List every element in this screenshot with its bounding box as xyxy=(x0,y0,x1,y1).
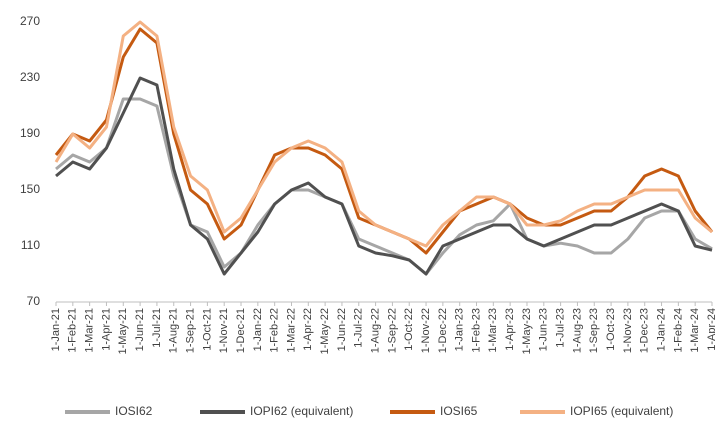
x-tick-label: 1-Dec-22 xyxy=(437,308,449,353)
x-tick-label: 1-Mar-22 xyxy=(285,308,297,353)
x-tick-label: 1-Jul-21 xyxy=(151,308,163,348)
x-tick-label: 1-Sep-22 xyxy=(386,308,398,353)
x-tick-label: 1-Feb-22 xyxy=(269,308,281,353)
x-tick-label: 1-Feb-24 xyxy=(672,308,684,353)
y-tick-label: 230 xyxy=(20,70,40,84)
x-tick-label: 1-Mar-21 xyxy=(84,308,96,353)
x-tick-label: 1-Jan-21 xyxy=(50,308,62,351)
series-line xyxy=(55,76,713,276)
x-tick-label: 1-Jan-24 xyxy=(655,308,667,351)
y-tick-label: 190 xyxy=(20,126,40,140)
x-tick-label: 1-Apr-21 xyxy=(100,308,112,351)
x-tick-label: 1-Jun-22 xyxy=(336,308,348,351)
x-tick-label: 1-May-23 xyxy=(521,308,533,354)
legend-label: IOPI62 (equivalent) xyxy=(250,404,353,418)
series-line xyxy=(54,20,713,248)
x-tick-label: 1-Sep-23 xyxy=(588,308,600,353)
x-tick-label: 1-Oct-21 xyxy=(201,308,213,351)
x-tick-label: 1-Jul-22 xyxy=(353,308,365,348)
x-tick-label: 1-Jul-23 xyxy=(555,308,567,348)
y-tick-label: 150 xyxy=(20,182,40,196)
series-line xyxy=(54,27,714,255)
legend-label: IOSI62 xyxy=(115,404,153,418)
x-tick-label: 1-Jun-23 xyxy=(538,308,550,351)
x-tick-label: 1-Nov-22 xyxy=(420,308,432,353)
x-tick-label: 1-Jan-23 xyxy=(454,308,466,351)
x-tick-label: 1-May-21 xyxy=(117,308,129,354)
y-tick-label: 270 xyxy=(20,14,40,28)
x-tick-label: 1-Aug-21 xyxy=(168,308,180,353)
y-tick-label: 110 xyxy=(21,238,40,252)
x-tick-label: 1-Oct-22 xyxy=(403,308,415,351)
series-line xyxy=(55,97,713,276)
y-tick-label: 70 xyxy=(27,294,41,308)
x-tick-label: 1-Mar-24 xyxy=(689,308,701,353)
x-tick-label: 1-Sep-21 xyxy=(184,308,196,353)
x-tick-label: 1-Apr-22 xyxy=(302,308,314,351)
x-tick-label: 1-Jun-21 xyxy=(134,308,146,351)
legend-label: IOSI65 xyxy=(440,404,478,418)
x-tick-label: 1-Oct-23 xyxy=(605,308,617,351)
x-tick-label: 1-Apr-23 xyxy=(504,308,516,351)
x-tick-label: 1-Nov-23 xyxy=(622,308,634,353)
x-tick-label: 1-Dec-21 xyxy=(235,308,247,353)
x-tick-label: 1-Aug-22 xyxy=(369,308,381,353)
x-tick-label: 1-Aug-23 xyxy=(571,308,583,353)
x-tick-label: 1-May-22 xyxy=(319,308,331,354)
x-tick-label: 1-Feb-21 xyxy=(67,308,79,353)
x-tick-label: 1-Mar-23 xyxy=(487,308,499,353)
x-tick-label: 1-Dec-23 xyxy=(639,308,651,353)
legend-label: IOPI65 (equivalent) xyxy=(570,404,673,418)
x-tick-label: 1-Apr-24 xyxy=(706,308,715,351)
x-tick-label: 1-Nov-21 xyxy=(218,308,230,353)
x-tick-label: 1-Jan-22 xyxy=(252,308,264,351)
x-tick-label: 1-Feb-23 xyxy=(470,308,482,353)
